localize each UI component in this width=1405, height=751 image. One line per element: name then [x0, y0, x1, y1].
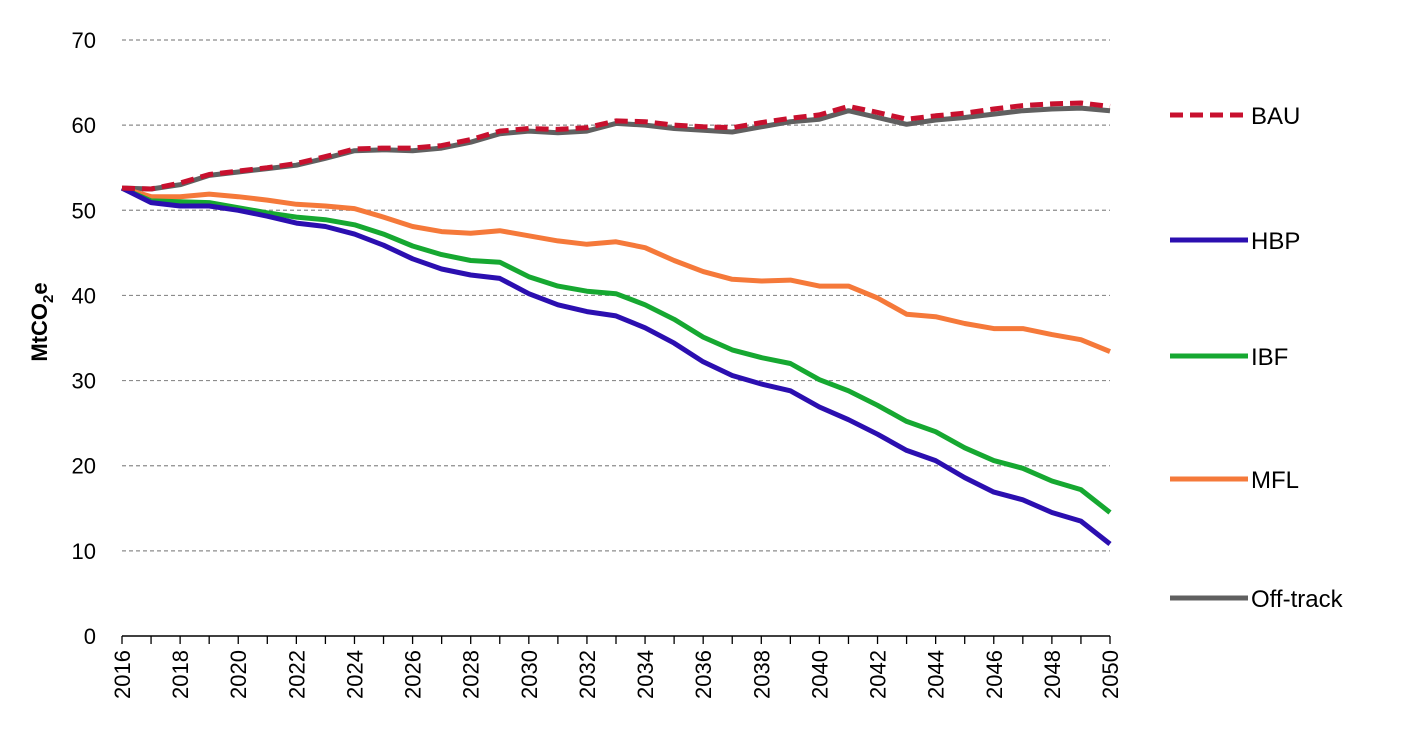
y-tick-label: 50 — [72, 198, 96, 223]
y-tick-label: 40 — [72, 283, 96, 308]
series-lines — [120, 100, 1112, 546]
y-tick-label: 20 — [72, 454, 96, 479]
x-tick-label: 2040 — [807, 650, 832, 699]
x-tick-label: 2046 — [982, 650, 1007, 699]
x-tick-label: 2020 — [226, 650, 251, 699]
x-tick-label: 2042 — [866, 650, 891, 699]
legend-label-hbp: HBP — [1251, 228, 1300, 255]
y-tick-label: 60 — [72, 113, 96, 138]
legend-label-mfl: MFL — [1251, 467, 1299, 494]
x-tick-label: 2028 — [459, 650, 484, 699]
y-axis-title: MtCO2e — [27, 282, 57, 361]
x-tick-label: 2016 — [110, 650, 135, 699]
x-tick-label: 2036 — [691, 650, 716, 699]
x-tick-label: 2038 — [749, 650, 774, 699]
legend-label-off-track: Off-track — [1251, 586, 1344, 613]
x-tick-label: 2048 — [1040, 650, 1065, 699]
x-tick-label: 2044 — [924, 650, 949, 699]
legend-label-ibf: IBF — [1251, 344, 1288, 371]
y-tick-label: 30 — [72, 369, 96, 394]
x-tick-label: 2026 — [401, 650, 426, 699]
x-tick-label: 2030 — [517, 650, 542, 699]
x-tick-label: 2050 — [1098, 650, 1123, 699]
x-tick-label: 2024 — [342, 650, 367, 699]
y-tick-label: 10 — [72, 539, 96, 564]
x-tick-label: 2018 — [168, 650, 193, 699]
series-line-mfl — [121, 185, 1111, 354]
y-tick-label: 0 — [84, 624, 96, 649]
x-tick-label: 2032 — [575, 650, 600, 699]
x-tick-label: 2022 — [284, 650, 309, 699]
legend-label-bau: BAU — [1251, 103, 1300, 130]
series-line-ibf — [120, 185, 1112, 515]
y-axis-title-suffix: e — [27, 282, 52, 294]
y-axis-title-subscript: 2 — [40, 295, 57, 303]
series-line-bau — [121, 100, 1111, 192]
y-axis-title-main: MtCO — [27, 303, 52, 362]
y-tick-label: 70 — [72, 28, 96, 53]
series-line-hbp — [120, 185, 1112, 546]
x-tick-label: 2034 — [633, 650, 658, 699]
legend: BAU HBP IBF MFL Off-track — [1170, 103, 1344, 613]
